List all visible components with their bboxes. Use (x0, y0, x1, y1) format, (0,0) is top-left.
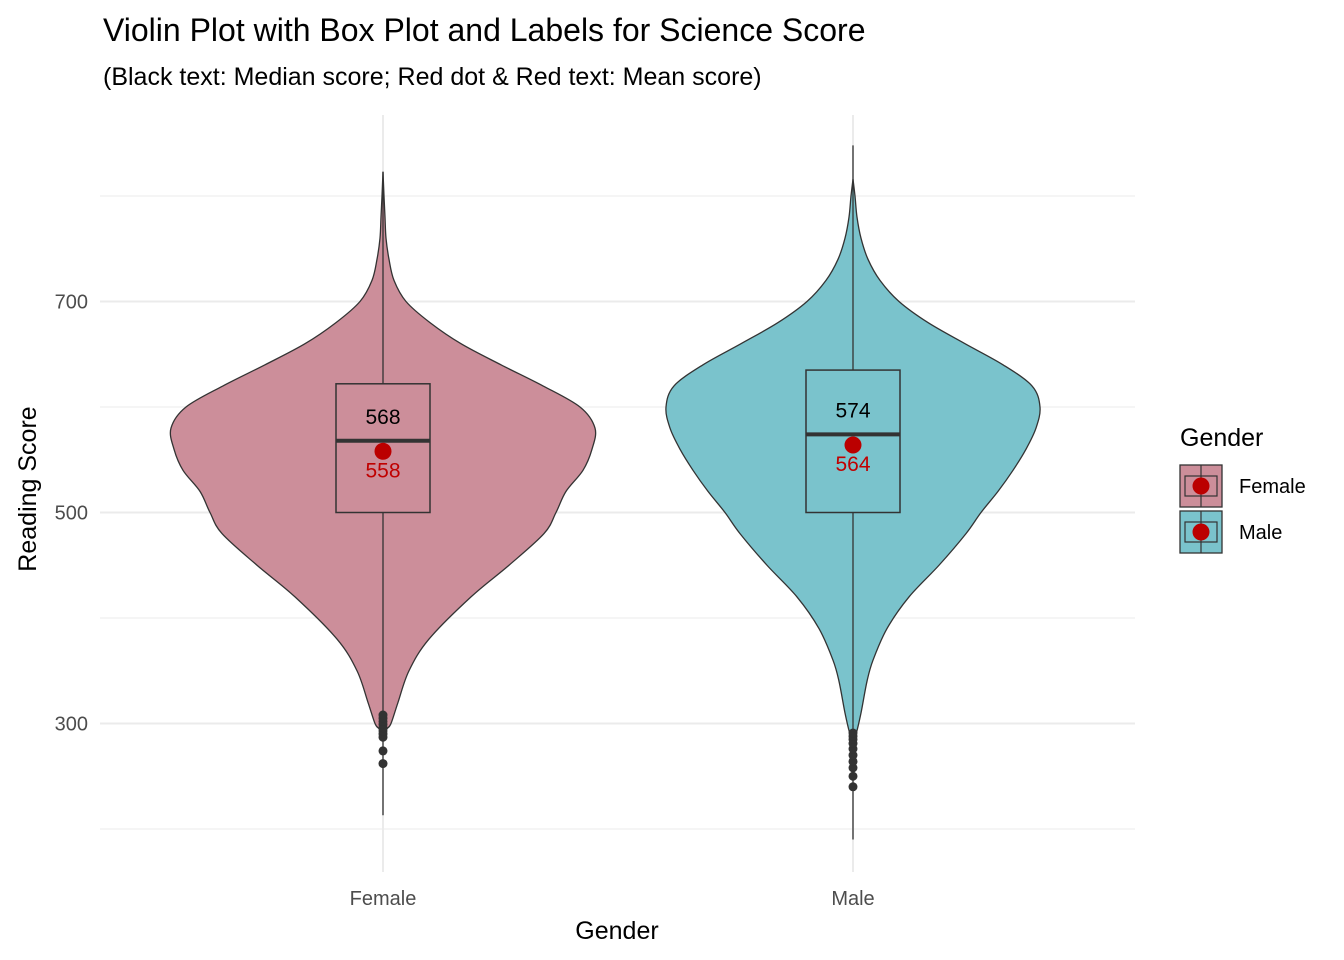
mean-dot (374, 442, 392, 460)
outlier-point (848, 728, 858, 738)
legend-mean-dot (1192, 477, 1210, 495)
outlier-point (378, 759, 388, 769)
median-label: 574 (835, 399, 870, 422)
y-tick-label: 500 (55, 503, 88, 525)
legend-label: Male (1239, 522, 1282, 544)
legend-label: Female (1239, 476, 1306, 498)
legend-title: Gender (1180, 424, 1263, 452)
outlier-point (848, 782, 858, 792)
x-axis-ticks: Female Male (350, 888, 875, 910)
outlier-point (848, 763, 858, 773)
box (805, 369, 901, 514)
outlier-point (848, 750, 858, 760)
x-tick-label: Male (831, 888, 874, 910)
legend-key-female (1179, 464, 1223, 508)
violin-group-female: 568 558 (169, 171, 597, 816)
outlier-point (848, 771, 858, 781)
legend: Gender Female Male (1179, 424, 1306, 554)
mean-label: 564 (835, 453, 870, 476)
chart-subtitle: (Black text: Median score; Red dot & Red… (103, 63, 762, 91)
outlier-point (848, 756, 858, 766)
legend-mean-dot (1192, 523, 1210, 541)
y-axis-ticks: 300 500 700 (55, 292, 88, 736)
y-tick-label: 300 (55, 714, 88, 736)
mean-label: 558 (365, 459, 400, 482)
x-tick-label: Female (350, 888, 417, 910)
box (335, 383, 431, 514)
legend-box (1184, 521, 1218, 543)
outlier-point (378, 746, 388, 756)
legend-box (1184, 475, 1218, 497)
violin-group-male: 574 564 (665, 145, 1041, 840)
chart-title: Violin Plot with Box Plot and Labels for… (103, 12, 866, 48)
legend-items: Female Male (1179, 464, 1306, 554)
median-label: 568 (365, 406, 400, 429)
y-axis-title: Reading Score (14, 406, 42, 571)
x-axis-title: Gender (575, 917, 658, 945)
y-tick-label: 700 (55, 292, 88, 314)
violin-groups: 568 558 574 564 (169, 145, 1041, 840)
legend-key-male (1179, 510, 1223, 554)
outlier-point (378, 710, 388, 720)
mean-dot (844, 436, 862, 454)
